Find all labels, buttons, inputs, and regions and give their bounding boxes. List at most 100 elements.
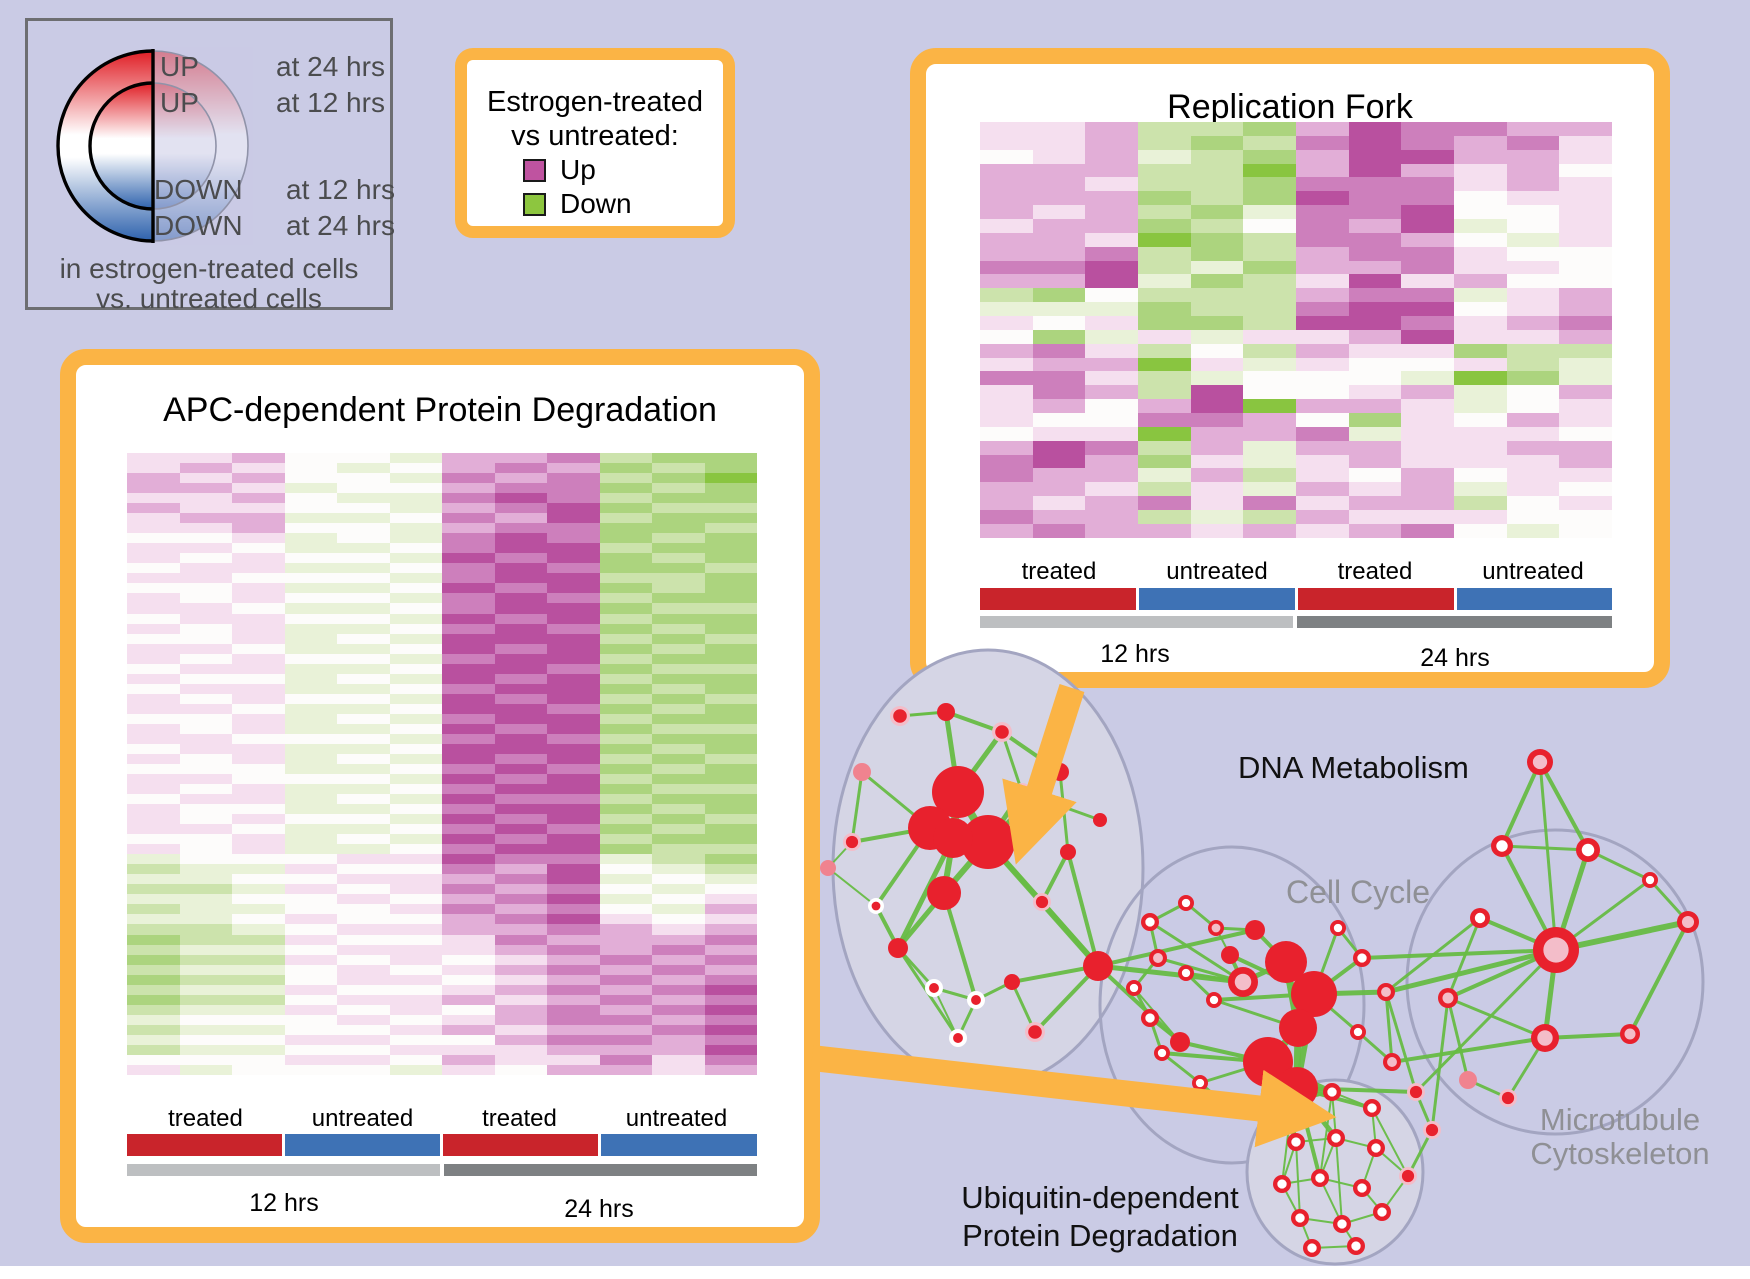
rf-group-label-1: treated	[1021, 558, 1097, 585]
heatmap-row	[127, 593, 757, 604]
network-edge	[1384, 991, 1394, 1063]
network-edge	[1384, 991, 1418, 1093]
network-node-center	[1409, 1085, 1423, 1099]
heatmap-row	[127, 543, 757, 554]
network-node-center	[971, 995, 981, 1005]
network-node	[853, 763, 871, 781]
network-node-center	[1581, 843, 1595, 857]
heatmap-row	[980, 510, 1613, 524]
network-edge	[1628, 921, 1690, 1035]
network-node	[1083, 951, 1113, 981]
wedge-at-24-bottom-label: at 24 hrs	[286, 210, 395, 241]
heatmap-row	[980, 316, 1613, 330]
network-node-center	[1277, 1179, 1287, 1189]
heatmap-row	[127, 763, 757, 774]
heatmap-row	[127, 663, 757, 674]
heatmap-row	[127, 513, 757, 524]
heatmap-row	[980, 191, 1613, 206]
network-node-center	[953, 1033, 963, 1043]
network-edge	[1066, 851, 1100, 967]
heatmap-row	[127, 804, 757, 815]
heatmap-row	[127, 854, 757, 865]
network-edge	[1097, 928, 1256, 968]
heatmap-row	[127, 894, 757, 905]
heatmap-row	[980, 357, 1613, 372]
network-node-center	[1496, 840, 1508, 852]
heatmap-row	[127, 703, 757, 714]
network-node-center	[1211, 923, 1221, 933]
network-edge	[1447, 996, 1546, 1040]
heatmap-row	[127, 673, 757, 684]
heatmap-row	[127, 884, 757, 895]
rf-treated-bar-24h	[1298, 588, 1454, 610]
heatmap-row	[127, 613, 757, 624]
network-node-center	[1371, 1143, 1381, 1153]
network-node-center	[1401, 1169, 1415, 1183]
apc-12hrs-label: 12 hrs	[249, 1189, 319, 1217]
heatmap-row	[127, 523, 757, 534]
heatmap-row	[980, 288, 1613, 303]
heatmap-row	[980, 205, 1613, 220]
network-node-center	[1327, 1087, 1337, 1097]
heatmap-row	[980, 385, 1613, 400]
rf-untreated-bar-24h	[1457, 588, 1612, 610]
network-node-center	[1387, 1057, 1397, 1067]
heatmap-row	[127, 794, 757, 805]
heatmap-row	[127, 563, 757, 574]
network-node-center	[1035, 895, 1049, 909]
apc-group-label-4: untreated	[625, 1105, 728, 1132]
network-node-center	[1501, 1091, 1515, 1105]
heatmap-row	[127, 483, 757, 494]
network-edge	[1430, 997, 1450, 1131]
apc-group-label-2: untreated	[311, 1105, 414, 1132]
estrogen-legend-title-line2: vs untreated:	[511, 120, 679, 152]
heatmap-row	[127, 774, 757, 785]
network-edge	[895, 836, 956, 950]
apc-heatmap	[127, 453, 757, 1075]
heatmap-row	[127, 1004, 757, 1015]
network-edge	[1446, 917, 1482, 999]
network-node	[1221, 946, 1239, 964]
heatmap-row	[127, 824, 757, 835]
wedge-down-24-label: DOWN	[154, 210, 243, 241]
network-node	[1291, 971, 1337, 1017]
apc-24hrs-label: 24 hrs	[564, 1195, 634, 1223]
replication-fork-panel: Replication Fork treated untreated treat…	[910, 48, 1670, 688]
heatmap-row	[127, 1024, 757, 1035]
heatmap-row	[127, 553, 757, 564]
rf-24hrs-label: 24 hrs	[1420, 644, 1490, 672]
network-node-center	[1195, 1078, 1205, 1088]
wedge-up-24-label: UP	[160, 51, 199, 82]
wedge-at-12-top-label: at 12 hrs	[276, 87, 385, 118]
heatmap-row	[127, 814, 757, 825]
up-color-swatch	[523, 158, 546, 182]
network-edge	[1538, 761, 1558, 951]
heatmap-row	[980, 329, 1613, 344]
heatmap-row	[980, 413, 1613, 427]
network-edge	[1161, 1051, 1201, 1085]
rf-group-label-4: untreated	[1482, 558, 1584, 585]
network-node-center	[1381, 987, 1391, 997]
heatmap-row	[980, 468, 1613, 483]
heatmap-row	[127, 603, 757, 614]
network-edge	[850, 771, 864, 843]
heatmap-row	[127, 683, 757, 694]
network-node	[927, 876, 961, 910]
ubiquitin-label-line1: Ubiquitin-dependent	[961, 1180, 1239, 1215]
apc-untreated-bar-24h	[601, 1134, 757, 1156]
heatmap-row	[980, 260, 1613, 275]
ubiquitin-label-line2: Protein Degradation	[962, 1218, 1238, 1253]
network-edge	[1544, 1032, 1631, 1040]
network-node-center	[1624, 1028, 1636, 1040]
heatmap-row	[980, 163, 1613, 178]
network-node-center	[1028, 1025, 1042, 1039]
wedge-caption-line2: vs. untreated cells	[96, 283, 322, 314]
network-edge	[1385, 916, 1481, 994]
network-node	[1459, 1071, 1477, 1089]
network-node-center	[1537, 1030, 1553, 1046]
heatmap-row	[127, 503, 757, 514]
network-node-center	[1357, 953, 1367, 963]
network-node-center	[1337, 1219, 1347, 1229]
heatmap-row	[980, 177, 1613, 192]
heatmap-row	[980, 496, 1613, 511]
